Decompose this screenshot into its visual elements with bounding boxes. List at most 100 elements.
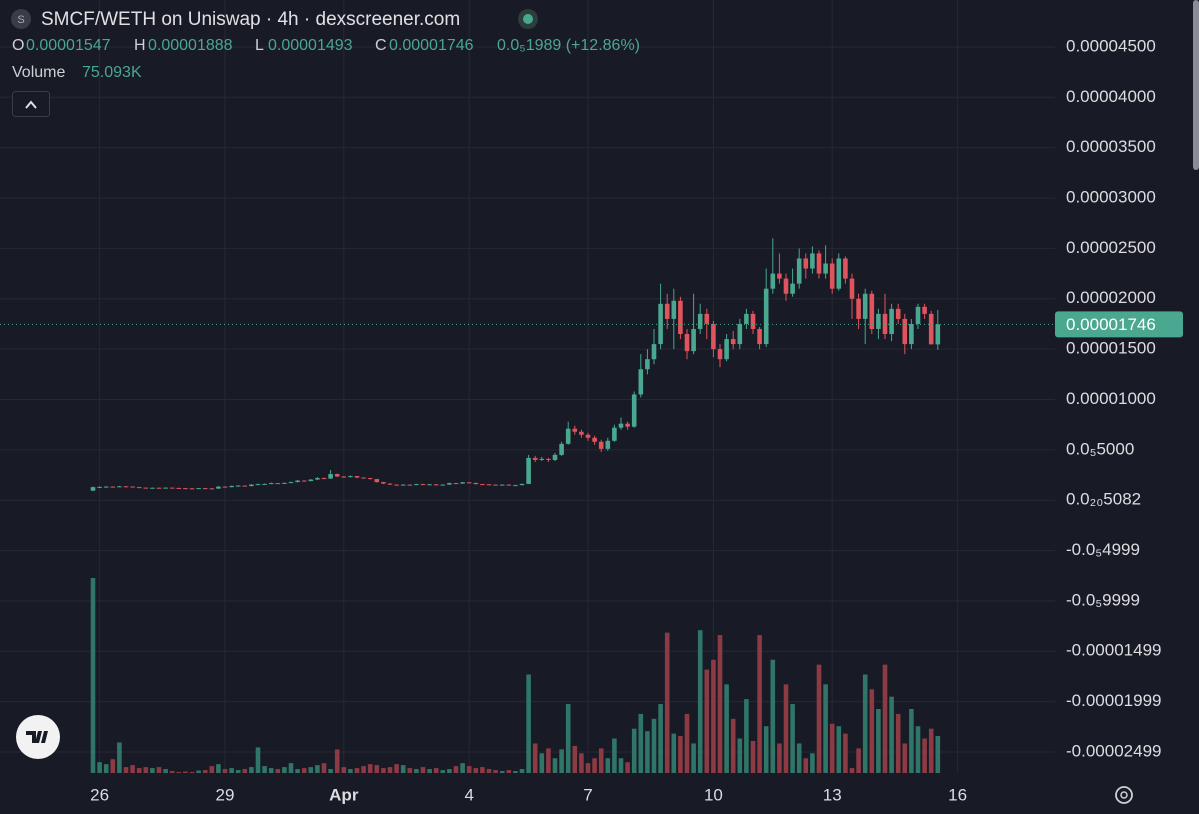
- candle-body: [420, 484, 426, 486]
- volume-bar: [678, 736, 683, 773]
- volume-bar: [480, 767, 485, 773]
- volume-bar: [777, 743, 782, 773]
- volume-bar: [513, 771, 518, 773]
- volume-bar: [400, 765, 406, 773]
- volume-bar: [150, 768, 155, 773]
- volume-bar: [579, 753, 584, 773]
- volume-bar: [836, 726, 842, 773]
- collapse-button[interactable]: [12, 91, 50, 117]
- volume-bar: [526, 674, 531, 773]
- candle-body: [915, 306, 921, 324]
- volume-bar: [196, 770, 201, 773]
- candle-body: [103, 486, 109, 488]
- candle-body: [691, 328, 696, 352]
- volume-bar: [605, 758, 611, 773]
- candle-body: [341, 476, 347, 478]
- volume-bar: [334, 749, 340, 773]
- candle-body: [645, 359, 650, 370]
- candle-body: [565, 428, 571, 444]
- candle-body: [367, 478, 373, 480]
- volume-bar: [282, 767, 287, 773]
- volume-bar: [895, 713, 901, 773]
- candle-body: [414, 484, 419, 486]
- volume-bar: [103, 764, 109, 773]
- volume-bar: [810, 753, 815, 773]
- candle-body: [493, 484, 498, 486]
- candle-body: [400, 484, 406, 486]
- candle-body: [598, 441, 604, 449]
- scrollbar[interactable]: [1193, 0, 1199, 170]
- candle-body: [862, 293, 868, 319]
- volume-bar: [598, 748, 604, 773]
- candle-body: [869, 293, 875, 329]
- candle-body: [334, 474, 340, 477]
- candle-body: [763, 288, 769, 345]
- candle-body: [321, 478, 327, 480]
- candle-body: [638, 369, 644, 395]
- volume-bar: [915, 726, 921, 773]
- volume-bar: [882, 664, 888, 773]
- candle-body: [849, 278, 855, 299]
- candle-body: [816, 253, 822, 274]
- candle-body: [539, 458, 545, 460]
- settings-button[interactable]: [1115, 786, 1133, 804]
- volume-bar: [816, 664, 822, 773]
- candle-body: [143, 487, 149, 489]
- candle-body: [282, 482, 287, 484]
- volume-label: Volume: [12, 64, 65, 81]
- candle-body: [268, 483, 274, 485]
- candle-body: [678, 300, 683, 335]
- volume-bar: [387, 767, 393, 773]
- volume-bar: [546, 748, 551, 773]
- volume-bar: [433, 768, 439, 773]
- collapse-icon: [25, 100, 37, 109]
- volume-bar: [97, 762, 102, 773]
- last-price-box: [1055, 311, 1183, 338]
- candle-body: [249, 484, 254, 487]
- y-tick-label: 0.00004500: [1066, 36, 1156, 55]
- candle-body: [499, 484, 505, 486]
- x-tick-label: 13: [823, 785, 842, 804]
- candle-body: [777, 273, 782, 279]
- volume-bar: [341, 767, 347, 773]
- candle-body: [935, 324, 941, 345]
- candle-body: [453, 483, 459, 485]
- volume-bar: [889, 696, 894, 773]
- candle-body: [664, 303, 670, 319]
- volume-bar: [717, 635, 723, 773]
- volume-bar: [407, 768, 413, 773]
- volume-bar: [843, 733, 848, 773]
- candle-body: [110, 486, 116, 488]
- y-tick-label: 0.00003000: [1066, 188, 1156, 207]
- candle-body: [856, 298, 861, 319]
- volume-bar: [394, 764, 399, 773]
- volume-bar: [288, 763, 294, 773]
- candle-body: [532, 457, 538, 460]
- candle-body: [473, 482, 479, 485]
- volume-bar: [460, 763, 465, 773]
- candle-body: [117, 486, 122, 488]
- candle-body: [202, 488, 208, 490]
- candle-body: [843, 258, 848, 279]
- settings-icon: [1120, 791, 1128, 799]
- candle-body: [796, 258, 802, 284]
- volume-bar: [229, 768, 234, 773]
- volume-bar: [420, 767, 426, 773]
- candle-body: [229, 485, 234, 488]
- volume-bar: [539, 753, 545, 773]
- volume-bar: [704, 669, 710, 773]
- volume-bar: [737, 738, 743, 773]
- candle-body: [394, 484, 399, 486]
- candle-body: [136, 487, 142, 489]
- candle-body: [447, 483, 452, 485]
- y-tick-label: -0.00001999: [1066, 691, 1161, 710]
- volume-bar: [110, 759, 116, 773]
- candle-body: [381, 482, 386, 484]
- x-tick-label: 26: [90, 785, 109, 804]
- volume-readout: 75.093K: [82, 64, 142, 81]
- legend-value: 0.00001746: [389, 37, 474, 54]
- volume-bar: [744, 699, 749, 773]
- legend-key: L: [255, 37, 264, 54]
- candle-body: [216, 486, 221, 489]
- candle-body: [909, 323, 914, 345]
